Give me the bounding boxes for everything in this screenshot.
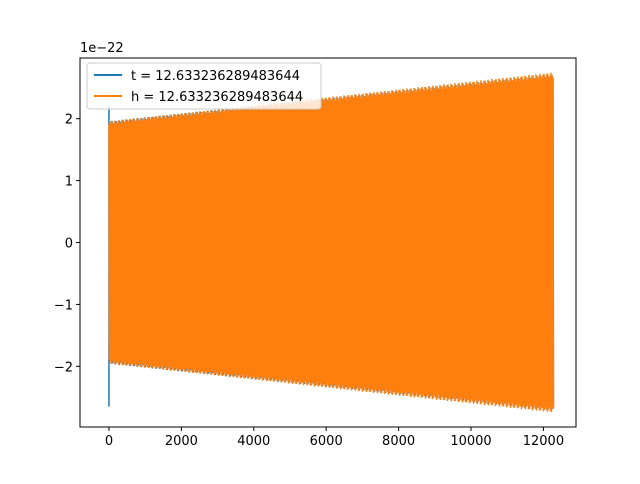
y-tick-label: −1 [54, 298, 73, 313]
y-tick-label: −2 [54, 360, 73, 375]
legend: t = 12.633236289483644 h = 12.6332362894… [86, 62, 322, 110]
y-offset-label: 1e−22 [80, 41, 124, 56]
series-line-h [108, 72, 555, 413]
legend-box [86, 62, 322, 110]
legend-label-t: t = 12.633236289483644 [131, 69, 300, 84]
x-tick-label: 12000 [523, 434, 564, 449]
x-tick-label: 0 [105, 434, 113, 449]
y-tick-label: 0 [65, 237, 73, 252]
x-tick-label: 4000 [237, 434, 270, 449]
x-tick-label: 8000 [382, 434, 415, 449]
plot-area [108, 72, 555, 413]
axes: 0 2000 4000 6000 8000 10000 12000 −2 −1 0 1 2 [54, 57, 577, 449]
plot-inner [108, 72, 555, 413]
x-tick-label: 6000 [310, 434, 343, 449]
legend-label-h: h = 12.633236289483644 [131, 90, 303, 105]
y-tick-label: 1 [65, 175, 73, 190]
y-tick-label: 2 [65, 113, 73, 128]
x-tick-label: 2000 [165, 434, 198, 449]
x-tick-label: 10000 [450, 434, 491, 449]
